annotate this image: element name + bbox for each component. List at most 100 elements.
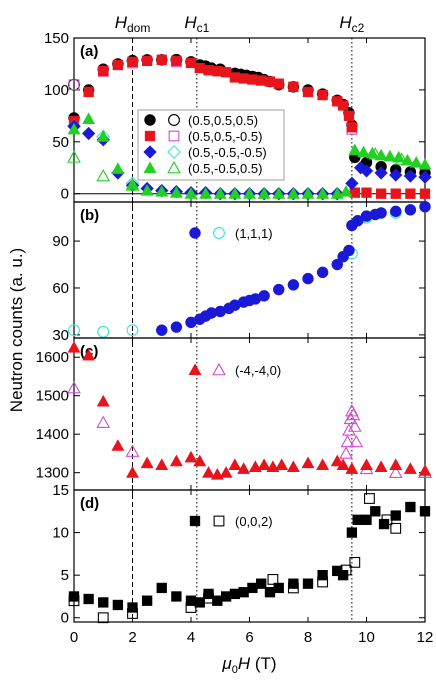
filled-square-marker [343, 110, 355, 122]
filled-triangle-marker [357, 145, 371, 158]
filled-square-marker [361, 514, 372, 525]
filled-square-marker [68, 591, 80, 602]
filled-diamond-marker [81, 126, 96, 141]
open-circle-marker [126, 324, 139, 337]
legend-entry: (0,0,2) [235, 514, 273, 529]
filled-circle-marker [375, 207, 387, 219]
filled-square-marker [194, 62, 205, 74]
open-triangle-marker [96, 168, 111, 182]
legend-entry: (0.5,0.5,0.5) [188, 113, 258, 128]
x-tick-label: 0 [70, 629, 78, 646]
filled-square-marker [390, 188, 401, 199]
filled-triangle-marker [301, 187, 315, 199]
filled-triangle-marker [301, 456, 315, 469]
filled-square-marker [247, 74, 258, 85]
open-square-marker [390, 522, 402, 534]
open-triangle-marker [349, 434, 364, 448]
filled-square-marker [220, 591, 232, 602]
filled-square-marker [98, 597, 109, 608]
filled-triangle-marker [389, 458, 403, 471]
filled-triangle-marker [257, 458, 271, 471]
legend-entry: (0.5,-0.5,-0.5) [188, 145, 267, 160]
filled-triangle-marker [202, 466, 215, 478]
filled-diamond-marker [403, 169, 418, 183]
y-tick-label: 1600 [36, 349, 69, 366]
filled-circle-marker [316, 266, 329, 279]
open-triangle-marker [343, 411, 358, 425]
filled-diamond-marker [418, 170, 432, 184]
open-triangle-marker [67, 380, 81, 394]
panel-b: 30 60 90 (b) (1,1,1) [52, 200, 431, 344]
series [68, 54, 431, 199]
filled-triangle-marker [418, 158, 432, 170]
filled-circle-marker [144, 114, 156, 126]
y-tick-label: 0 [61, 186, 69, 203]
filled-triangle-marker [96, 394, 110, 407]
filled-triangle-marker [403, 462, 417, 474]
filled-square-marker [288, 81, 299, 92]
x-tick-label: 2 [128, 629, 136, 646]
legend-entry: (0.5,0.5,-0.5) [188, 129, 262, 144]
filled-square-marker [171, 591, 182, 602]
filled-square-marker [203, 588, 214, 600]
filled-diamond-marker [359, 164, 374, 178]
filled-triangle-marker [126, 177, 139, 190]
filled-square-marker [229, 72, 241, 83]
filled-square-marker [189, 515, 201, 527]
open-triangle-marker [345, 404, 359, 417]
filled-triangle-marker [96, 130, 110, 142]
x-tick-label: 4 [187, 629, 195, 646]
panel-frame [73, 337, 426, 491]
x-tick-label: 6 [245, 629, 253, 646]
filled-square-marker [171, 55, 182, 66]
filled-square-marker [127, 602, 138, 613]
filled-triangle-marker [316, 458, 330, 471]
open-square-marker [267, 574, 279, 585]
filled-triangle-marker [360, 458, 373, 471]
filled-circle-marker [156, 324, 168, 336]
filled-square-marker [247, 582, 258, 594]
open-square-marker [68, 79, 80, 91]
filled-triangle-marker [155, 458, 169, 471]
y-tick-label: 150 [44, 30, 69, 47]
field-marker-label: Hdom [115, 13, 151, 35]
legend: (-4,-4,0) [188, 362, 281, 378]
y-tick-label: 50 [52, 134, 69, 151]
filled-square-marker [288, 578, 299, 589]
filled-square-marker [83, 593, 94, 605]
y-tick-label: 10 [52, 525, 69, 542]
open-circle-marker [97, 325, 110, 338]
filled-triangle-marker [140, 456, 154, 469]
filled-triangle-marker [140, 184, 154, 196]
filled-square-marker [127, 56, 138, 68]
filled-triangle-marker [374, 460, 388, 472]
open-square-marker [97, 612, 109, 624]
filled-triangle-marker [392, 150, 406, 163]
panel-a: 050100150(a)(0.5,0.5,0.5)(0.5,0.5,-0.5)(… [44, 30, 432, 203]
filled-triangle-marker [67, 341, 81, 353]
legend-box [137, 109, 285, 181]
filled-triangle-marker [188, 363, 202, 376]
y-tick-label: 15 [52, 482, 69, 499]
filled-square-marker [264, 76, 276, 87]
x-axis-title: μ0H (T) [221, 654, 276, 676]
filled-square-marker [220, 67, 232, 78]
filled-triangle-marker [348, 143, 362, 156]
filled-triangle-marker [248, 460, 262, 472]
filled-diamond-marker [354, 161, 368, 175]
filled-triangle-marker [184, 450, 198, 463]
filled-square-marker [238, 587, 249, 598]
filled-triangle-marker [126, 466, 139, 478]
filled-triangle-marker [266, 460, 280, 472]
filled-square-marker [256, 75, 267, 86]
filled-square-marker [317, 89, 328, 101]
open-circle-marker [213, 227, 225, 239]
filled-square-marker [98, 66, 109, 77]
panel-frame [73, 201, 426, 339]
legend: (0,0,2) [189, 514, 273, 529]
filled-circle-marker [258, 290, 270, 302]
filled-circle-marker [419, 200, 431, 213]
filled-triangle-marker [286, 460, 300, 472]
